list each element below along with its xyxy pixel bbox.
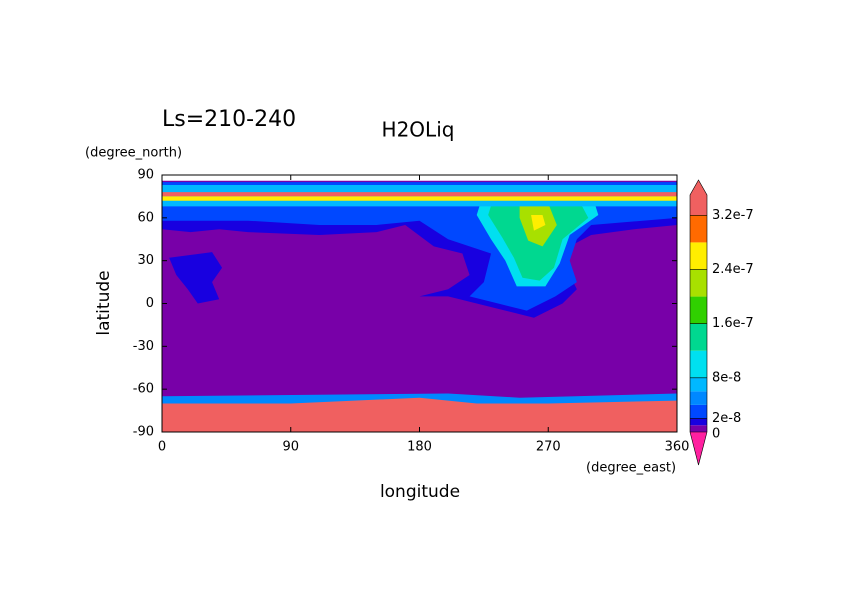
colorbar-band [690,391,707,405]
colorbar-band [690,195,707,216]
chart-title: H2OLiq [382,118,455,142]
map-area [162,180,677,432]
colorbar-tick-label: 2e-8 [712,411,741,426]
y-tick-label: -30 [133,339,154,354]
colorbar-band [690,377,707,392]
y-tick-label: -60 [133,382,154,397]
x-tick-label: 360 [665,440,690,455]
colorbar-over [690,180,707,195]
x-tick-label: 180 [407,440,432,455]
colorbar-outline [689,179,708,466]
contour-region [169,252,223,304]
colorbar-band [690,404,707,419]
colorbar-band [690,425,707,432]
y-tick-label: -90 [133,425,154,440]
colorbar-tick-label: 1.6e-7 [712,316,754,331]
colorbar-tick-label: 0 [712,427,720,442]
colorbar-band [690,269,707,297]
x-axis-label: longitude [380,482,460,502]
x-tick-label: 0 [158,440,166,455]
contour-region [531,214,546,231]
y-tick-label: 30 [137,253,154,268]
colorbar-under [690,432,707,465]
colorbar-band [690,242,707,270]
x-tick-label: 270 [536,440,561,455]
contour-region [162,196,677,201]
x-tick-label: 90 [282,440,299,455]
colorbar-band [690,296,707,324]
y-units: (degree_north) [85,146,182,161]
contour-region [162,397,677,432]
y-axis-label: latitude [94,270,114,335]
colorbar-band [690,418,707,426]
chart-subtitle: Ls=210-240 [162,107,296,132]
colorbar-tick-label: 2.4e-7 [712,262,754,277]
y-tick-label: 60 [137,210,154,225]
colorbar-band [690,323,707,351]
x-units: (degree_east) [586,461,676,476]
contour-region [162,192,677,197]
colorbar-tick-label: 8e-8 [712,370,741,385]
colorbar-band [690,215,707,243]
y-tick-label: 0 [146,296,154,311]
colorbar-band [690,350,707,378]
colorbar-tick-label: 3.2e-7 [712,208,754,223]
y-tick-label: 90 [137,168,154,183]
